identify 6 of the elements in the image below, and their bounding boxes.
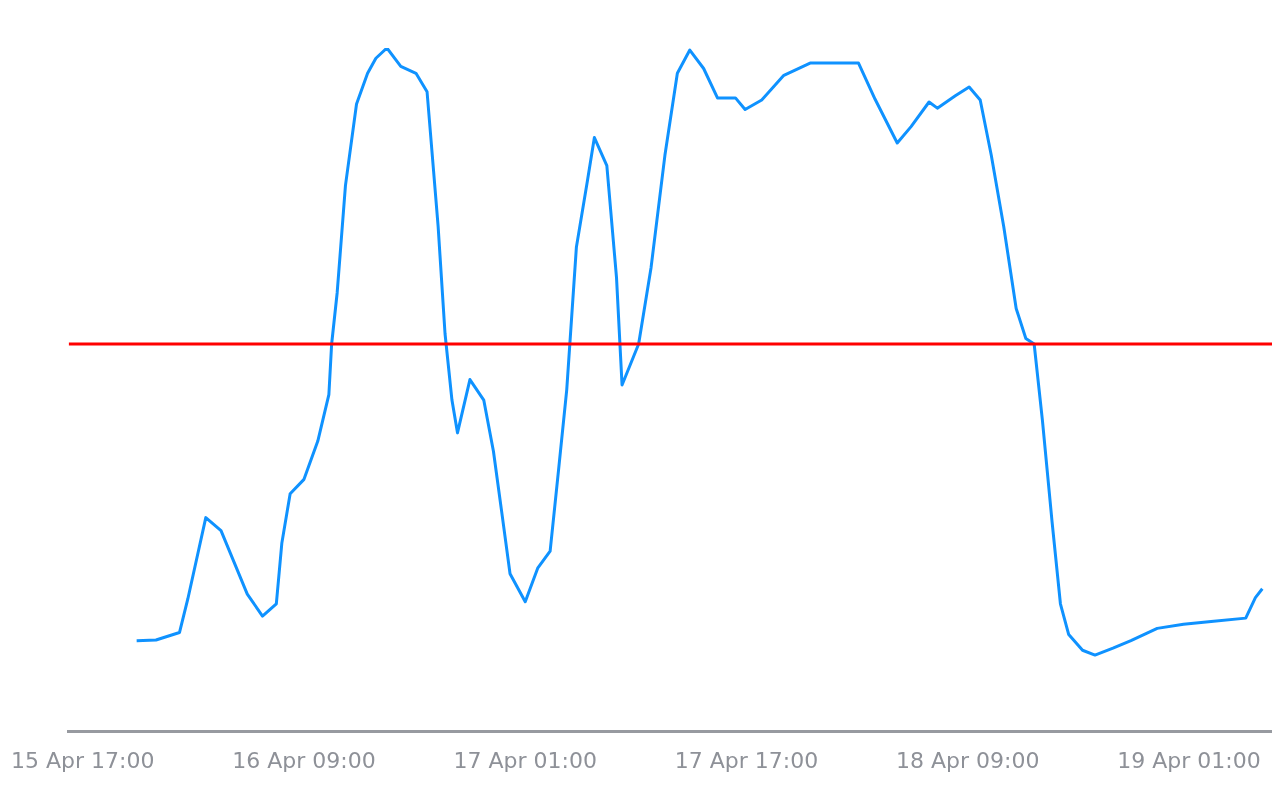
x-tick-label: 17 Apr 17:00 — [674, 747, 819, 773]
x-tick-label: 19 Apr 01:00 — [1117, 747, 1261, 773]
x-tick-label: 15 Apr 17:00 — [10, 747, 155, 773]
x-tick-label: 18 Apr 09:00 — [896, 747, 1040, 773]
x-tick-label: 16 Apr 09:00 — [232, 747, 376, 773]
x-tick-label: 17 Apr 01:00 — [453, 747, 597, 773]
